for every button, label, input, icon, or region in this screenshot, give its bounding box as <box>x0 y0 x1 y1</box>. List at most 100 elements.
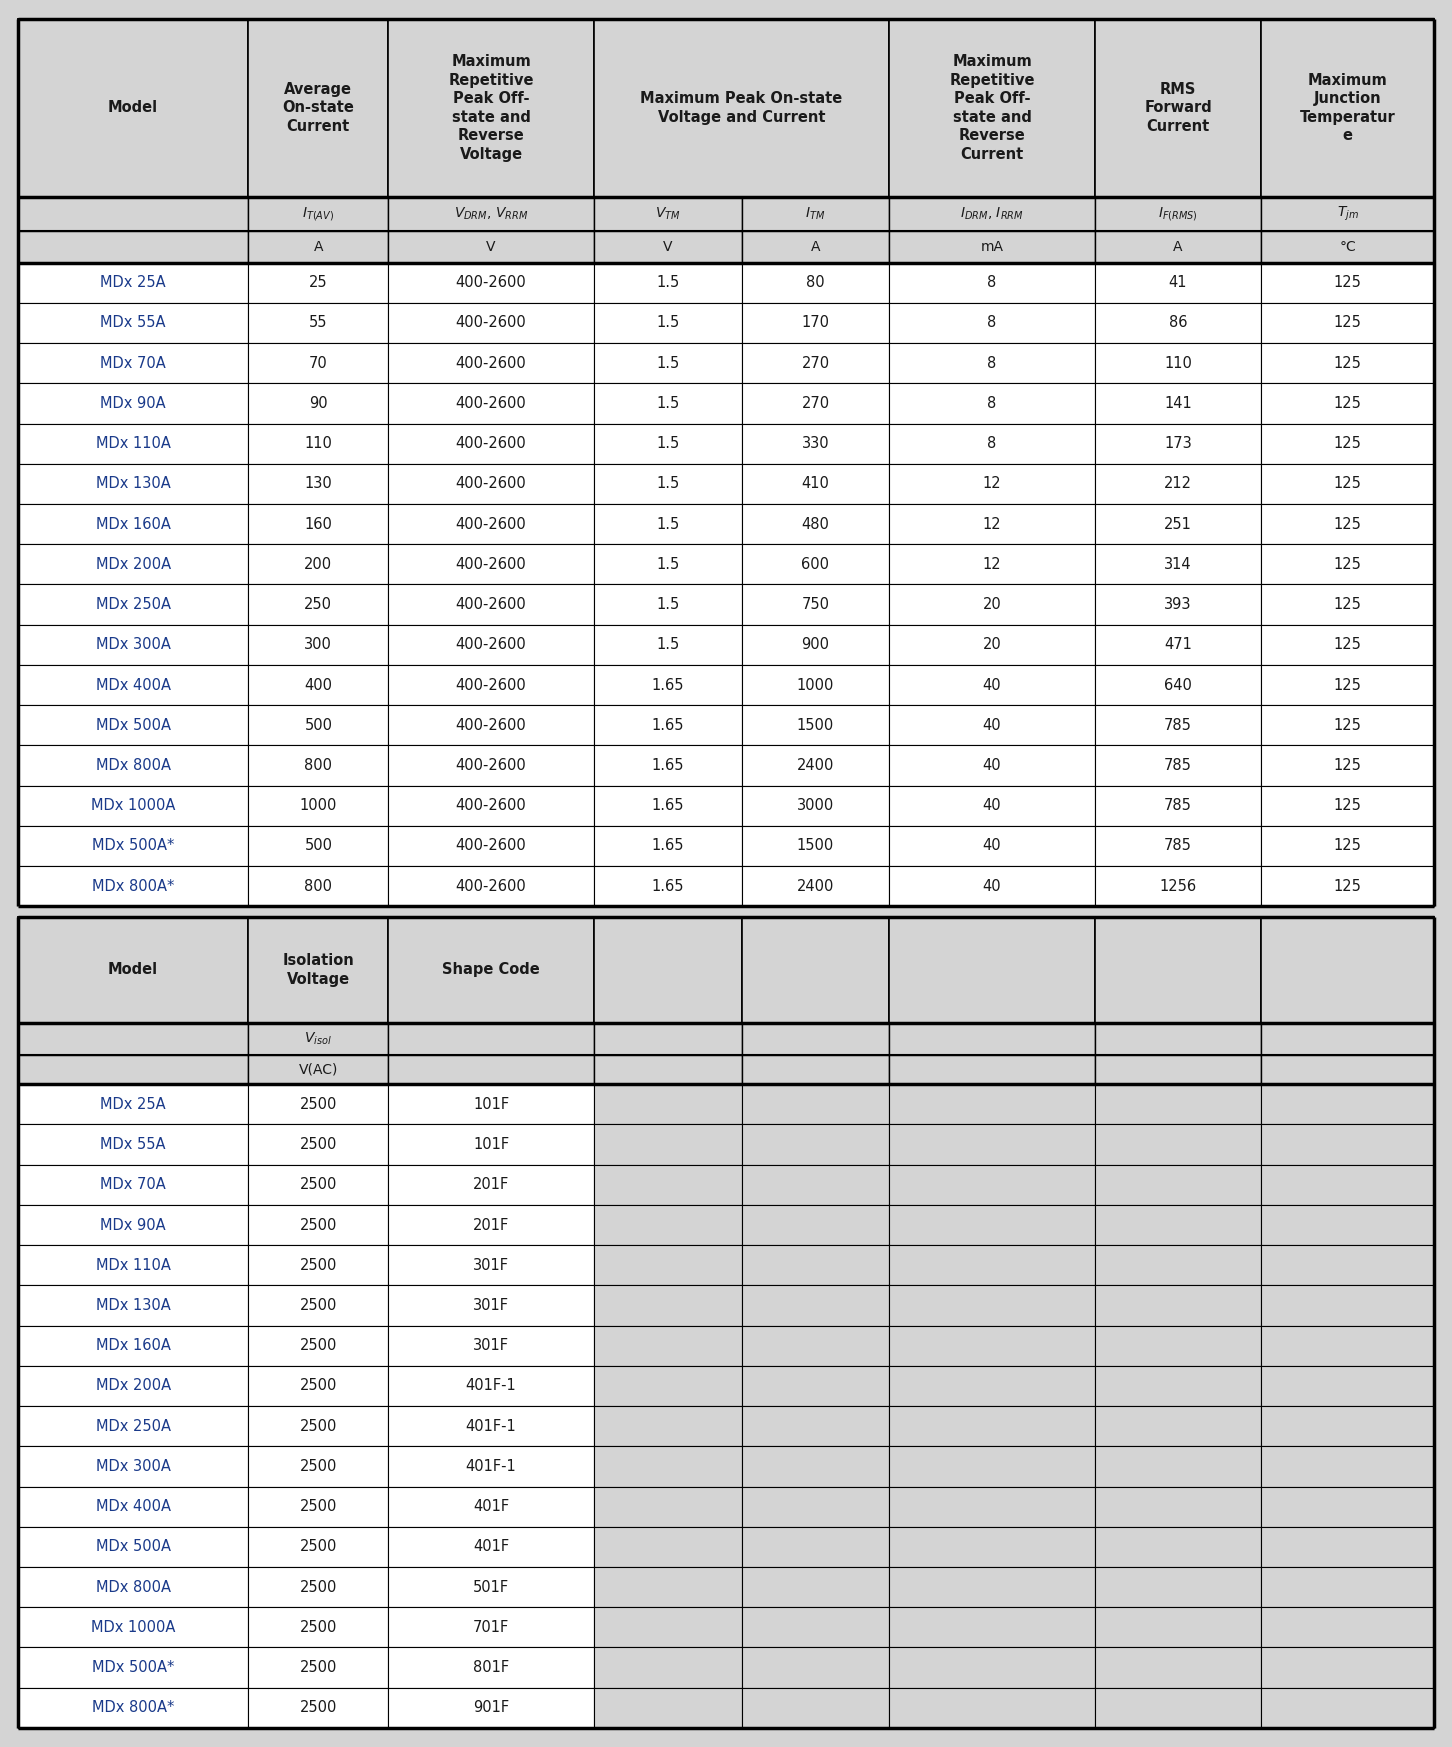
Text: 201F: 201F <box>473 1218 510 1233</box>
Text: Isolation
Voltage: Isolation Voltage <box>283 954 354 987</box>
Text: 212: 212 <box>1165 477 1192 491</box>
Text: 400-2600: 400-2600 <box>456 356 527 370</box>
Text: 110: 110 <box>1165 356 1192 370</box>
Text: 55: 55 <box>309 316 328 330</box>
Text: 400-2600: 400-2600 <box>456 397 527 411</box>
Text: 400-2600: 400-2600 <box>456 557 527 571</box>
Text: MDx 25A: MDx 25A <box>100 276 166 290</box>
Text: 400-2600: 400-2600 <box>456 437 527 451</box>
Text: 201F: 201F <box>473 1177 510 1191</box>
Text: 125: 125 <box>1334 437 1362 451</box>
Text: 2500: 2500 <box>299 1539 337 1555</box>
Text: 1.65: 1.65 <box>652 798 684 814</box>
Text: 125: 125 <box>1334 477 1362 491</box>
Text: MDx 90A: MDx 90A <box>100 1218 166 1233</box>
Text: 270: 270 <box>802 356 829 370</box>
Text: $I_{F(RMS)}$: $I_{F(RMS)}$ <box>1159 204 1198 224</box>
Text: 400-2600: 400-2600 <box>456 798 527 814</box>
Text: 801F: 801F <box>473 1660 510 1675</box>
Text: $V_{isol}$: $V_{isol}$ <box>305 1031 333 1046</box>
Text: 1.65: 1.65 <box>652 839 684 854</box>
Text: MDx 110A: MDx 110A <box>96 1258 170 1274</box>
Text: 300: 300 <box>305 638 333 652</box>
Text: 125: 125 <box>1334 638 1362 652</box>
Text: 251: 251 <box>1165 517 1192 531</box>
Text: V: V <box>664 239 672 253</box>
Text: 170: 170 <box>802 316 829 330</box>
Text: MDx 800A*: MDx 800A* <box>91 1700 174 1716</box>
Text: MDx 400A: MDx 400A <box>96 678 171 692</box>
Text: 8: 8 <box>987 316 996 330</box>
Text: 2500: 2500 <box>299 1097 337 1111</box>
Text: 2500: 2500 <box>299 1218 337 1233</box>
Text: 1000: 1000 <box>797 678 833 692</box>
Text: 160: 160 <box>305 517 333 531</box>
Text: 330: 330 <box>802 437 829 451</box>
Text: 1.65: 1.65 <box>652 758 684 772</box>
Text: MDx 130A: MDx 130A <box>96 1298 170 1314</box>
Text: 70: 70 <box>309 356 328 370</box>
Text: MDx 500A*: MDx 500A* <box>91 839 174 854</box>
Text: 1.5: 1.5 <box>656 437 680 451</box>
Text: Maximum
Repetitive
Peak Off-
state and
Reverse
Voltage: Maximum Repetitive Peak Off- state and R… <box>449 54 534 162</box>
Text: 401F-1: 401F-1 <box>466 1459 517 1474</box>
Text: 125: 125 <box>1334 839 1362 854</box>
Text: 401F-1: 401F-1 <box>466 1378 517 1394</box>
Text: 250: 250 <box>305 597 333 611</box>
Text: 41: 41 <box>1169 276 1188 290</box>
Text: 2500: 2500 <box>299 1579 337 1595</box>
Text: 2500: 2500 <box>299 1499 337 1515</box>
Text: $I_{TM}$: $I_{TM}$ <box>806 206 826 222</box>
Text: 1000: 1000 <box>299 798 337 814</box>
Text: 40: 40 <box>983 718 1002 732</box>
Text: 40: 40 <box>983 798 1002 814</box>
Text: 20: 20 <box>983 597 1002 611</box>
Text: 1.5: 1.5 <box>656 316 680 330</box>
Text: Maximum
Repetitive
Peak Off-
state and
Reverse
Current: Maximum Repetitive Peak Off- state and R… <box>950 54 1035 162</box>
Text: 750: 750 <box>802 597 829 611</box>
Text: MDx 500A*: MDx 500A* <box>91 1660 174 1675</box>
Text: 1.5: 1.5 <box>656 557 680 571</box>
Text: 2500: 2500 <box>299 1700 337 1716</box>
Text: MDx 130A: MDx 130A <box>96 477 170 491</box>
Text: 125: 125 <box>1334 397 1362 411</box>
Text: 400-2600: 400-2600 <box>456 879 527 894</box>
Text: 3000: 3000 <box>797 798 833 814</box>
Text: 125: 125 <box>1334 758 1362 772</box>
Text: 1.5: 1.5 <box>656 517 680 531</box>
Text: $T_{jm}$: $T_{jm}$ <box>1337 204 1359 224</box>
Text: 2400: 2400 <box>797 879 833 894</box>
Text: Maximum Peak On-state
Voltage and Current: Maximum Peak On-state Voltage and Curren… <box>640 91 842 124</box>
Text: 314: 314 <box>1165 557 1192 571</box>
Text: V: V <box>486 239 495 253</box>
Text: MDx 160A: MDx 160A <box>96 517 170 531</box>
Text: MDx 250A: MDx 250A <box>96 597 171 611</box>
Text: 400-2600: 400-2600 <box>456 517 527 531</box>
Text: 125: 125 <box>1334 879 1362 894</box>
Text: 400-2600: 400-2600 <box>456 678 527 692</box>
Text: 400-2600: 400-2600 <box>456 718 527 732</box>
Text: 2500: 2500 <box>299 1419 337 1434</box>
Text: Average
On-state
Current: Average On-state Current <box>282 82 354 135</box>
Text: MDx 25A: MDx 25A <box>100 1097 166 1111</box>
Text: 12: 12 <box>983 477 1002 491</box>
Text: MDx 70A: MDx 70A <box>100 1177 166 1191</box>
Text: 500: 500 <box>305 718 333 732</box>
Text: MDx 800A: MDx 800A <box>96 758 171 772</box>
Text: 1.5: 1.5 <box>656 638 680 652</box>
Text: 1.65: 1.65 <box>652 879 684 894</box>
Text: 125: 125 <box>1334 356 1362 370</box>
Text: 1256: 1256 <box>1160 879 1196 894</box>
Text: 80: 80 <box>806 276 825 290</box>
Text: 125: 125 <box>1334 276 1362 290</box>
Text: A: A <box>314 239 322 253</box>
Text: 101F: 101F <box>473 1097 510 1111</box>
Text: 40: 40 <box>983 678 1002 692</box>
Text: MDx 55A: MDx 55A <box>100 1137 166 1151</box>
Text: 1.5: 1.5 <box>656 356 680 370</box>
Text: 900: 900 <box>802 638 829 652</box>
Text: 301F: 301F <box>473 1298 510 1314</box>
Text: MDx 200A: MDx 200A <box>96 557 171 571</box>
Text: 301F: 301F <box>473 1338 510 1354</box>
Text: 400-2600: 400-2600 <box>456 839 527 854</box>
